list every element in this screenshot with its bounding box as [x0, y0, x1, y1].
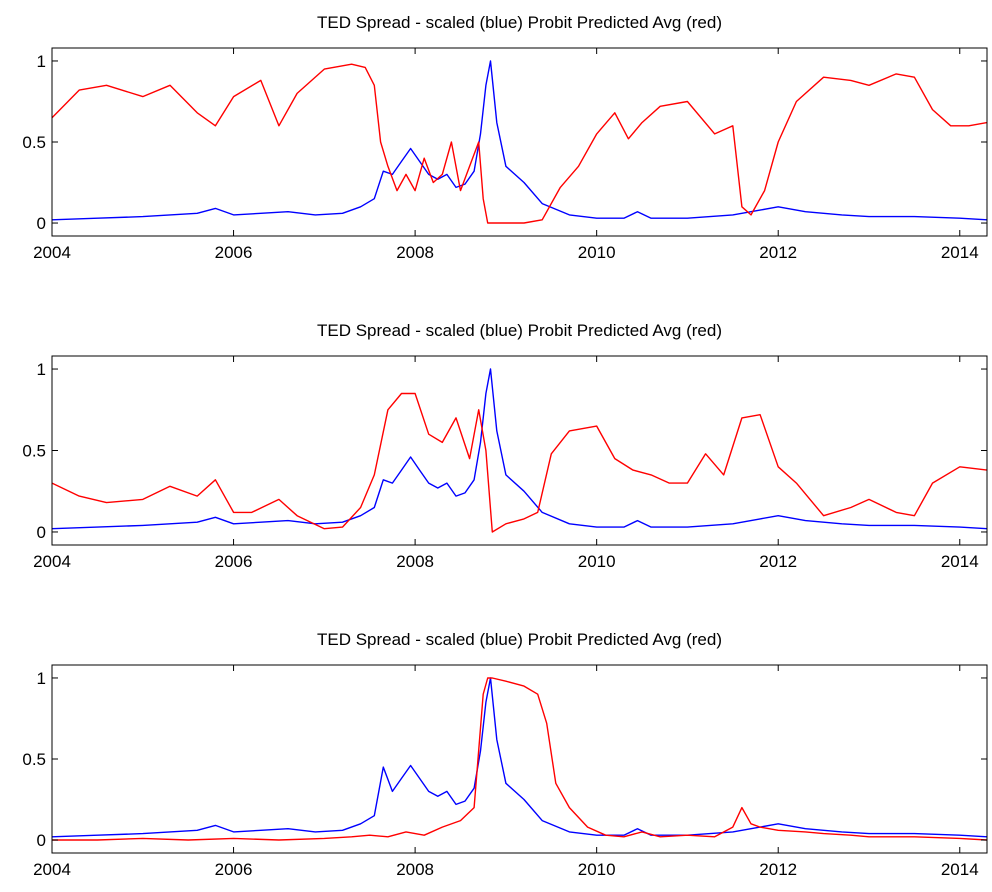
- x-tick-label: 2004: [33, 243, 71, 262]
- x-tick-label: 2004: [33, 552, 71, 571]
- axes-box: [51, 47, 988, 237]
- y-tick-label: 1: [37, 52, 46, 71]
- blue-series-line: [52, 368, 987, 530]
- x-tick-label: 2006: [215, 243, 253, 262]
- x-tick-label: 2014: [941, 552, 979, 571]
- y-tick-label: 0.5: [22, 133, 46, 152]
- y-tick-label: 0: [37, 214, 46, 233]
- blue-series-line: [52, 60, 987, 221]
- chart-title: TED Spread - scaled (blue) Probit Predic…: [317, 321, 722, 340]
- x-tick-label: 2006: [215, 860, 253, 879]
- red-series-line: [52, 677, 987, 841]
- axes-box: [51, 664, 988, 854]
- x-tick-label: 2010: [578, 243, 616, 262]
- x-tick-label: 2014: [941, 243, 979, 262]
- chart-panel-1: TED Spread - scaled (blue) Probit Predic…: [22, 13, 988, 262]
- red-series-line: [52, 392, 987, 533]
- y-tick-label: 1: [37, 360, 46, 379]
- blue-series-line: [52, 677, 987, 838]
- x-tick-label: 2010: [578, 552, 616, 571]
- y-tick-label: 1: [37, 669, 46, 688]
- x-tick-label: 2012: [759, 243, 797, 262]
- x-tick-label: 2008: [396, 243, 434, 262]
- axes-box: [51, 355, 988, 546]
- y-tick-label: 0: [37, 831, 46, 850]
- y-tick-label: 0.5: [22, 442, 46, 461]
- x-tick-label: 2012: [759, 552, 797, 571]
- chart-panel-3: TED Spread - scaled (blue) Probit Predic…: [22, 630, 988, 879]
- chart-panel-2: TED Spread - scaled (blue) Probit Predic…: [22, 321, 988, 571]
- y-tick-label: 0: [37, 523, 46, 542]
- x-tick-label: 2010: [578, 860, 616, 879]
- x-tick-label: 2012: [759, 860, 797, 879]
- x-tick-label: 2008: [396, 552, 434, 571]
- y-tick-label: 0.5: [22, 750, 46, 769]
- chart-title: TED Spread - scaled (blue) Probit Predic…: [317, 13, 722, 32]
- red-series-line: [52, 63, 987, 224]
- x-tick-label: 2004: [33, 860, 71, 879]
- x-tick-label: 2006: [215, 552, 253, 571]
- chart-title: TED Spread - scaled (blue) Probit Predic…: [317, 630, 722, 649]
- x-tick-label: 2014: [941, 860, 979, 879]
- x-tick-label: 2008: [396, 860, 434, 879]
